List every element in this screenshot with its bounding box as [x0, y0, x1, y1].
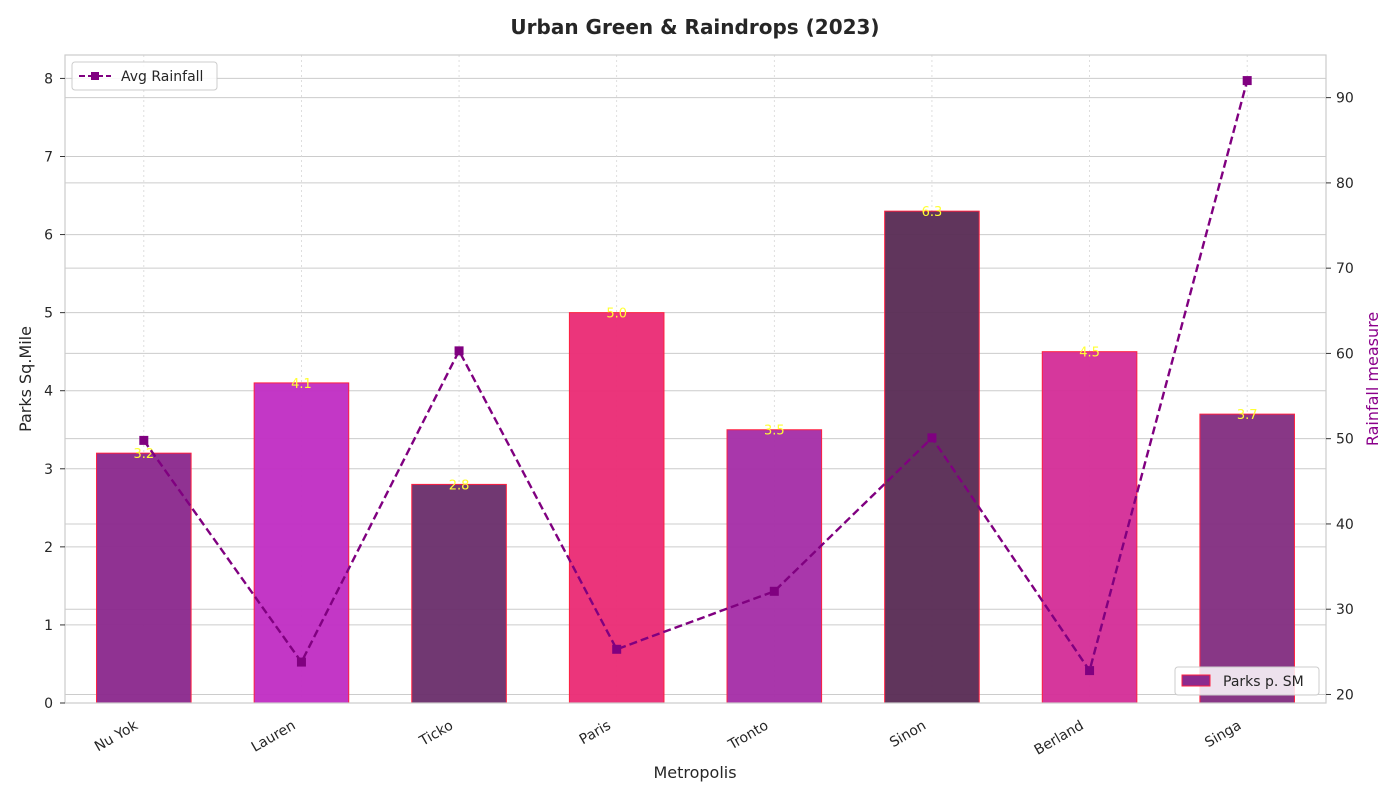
bar-value-label-0: 3.2 — [133, 447, 154, 462]
x-tick-label-6: Berland — [1032, 718, 1087, 759]
bar-value-label-6: 4.5 — [1079, 346, 1100, 361]
legend-rainfall-box — [71, 61, 218, 91]
bars — [96, 210, 1295, 704]
rainfall-point-1[interactable] — [296, 657, 306, 667]
x-tick-label-5: Sinon — [887, 718, 929, 751]
bar-6[interactable] — [1041, 351, 1138, 704]
y2-tick-label-2: 40 — [1336, 517, 1354, 533]
legend-rainfall-label: Avg Rainfall — [121, 69, 203, 85]
y2-tick-label-4: 60 — [1336, 346, 1354, 362]
y-axis-label: Parks Sq.Mile — [16, 326, 35, 432]
y-tick-label-8: 8 — [44, 71, 53, 87]
y-tick-label-6: 6 — [44, 228, 53, 244]
y-tick-label-5: 5 — [44, 306, 53, 322]
y2-axis-label: Rainfall measure — [1363, 312, 1382, 446]
rainfall-point-2[interactable] — [454, 346, 464, 356]
bar-labels: 3.2 4.1 2.8 5.0 3.5 6.3 4.5 3.7 — [133, 205, 1257, 493]
bar-value-label-1: 4.1 — [291, 377, 312, 392]
chart-title: Urban Green & Raindrops (2023) — [510, 15, 879, 39]
legend-rainfall[interactable]: Avg Rainfall — [71, 61, 218, 91]
bar-4[interactable] — [726, 429, 823, 704]
y-tick-label-7: 7 — [44, 149, 53, 165]
rainfall-polyline — [142, 80, 1249, 674]
y2-tick-label-1: 30 — [1336, 602, 1354, 618]
y-tick-label-0: 0 — [44, 696, 53, 712]
rainfall-point-7[interactable] — [1242, 76, 1252, 86]
y-axis-ticks: 0 1 2 3 4 5 6 7 8 — [44, 71, 65, 712]
legend-rainfall-marker — [91, 72, 99, 80]
bar-value-label-7: 3.7 — [1237, 408, 1258, 423]
x-tick-label-0: Nu Yok — [92, 717, 142, 755]
plot-frame — [64, 54, 1327, 704]
y2-tick-label-5: 70 — [1336, 261, 1354, 277]
legend-parks[interactable]: Parks p. SM — [1174, 666, 1320, 696]
legend-parks-swatch — [1181, 674, 1211, 687]
bar-5[interactable] — [884, 210, 980, 704]
rainfall-point-0[interactable] — [139, 435, 149, 445]
x-tick-label-2: Ticko — [416, 718, 456, 750]
y-tick-label-2: 2 — [44, 540, 53, 556]
y2-tick-label-7: 90 — [1336, 91, 1354, 107]
rainfall-point-5[interactable] — [927, 433, 937, 443]
bar-0[interactable] — [96, 452, 192, 704]
bar-value-label-4: 3.5 — [764, 424, 785, 439]
legend-parks-box — [1174, 666, 1320, 696]
bar-value-label-2: 2.8 — [449, 478, 470, 493]
rainfall-point-6[interactable] — [1085, 666, 1095, 676]
bar-value-label-5: 6.3 — [922, 205, 943, 220]
legend-parks-label: Parks p. SM — [1223, 674, 1304, 690]
x-axis-ticks: Nu Yok Lauren Ticko Paris Tronto Sinon Berland… — [92, 717, 1244, 758]
y-tick-label-4: 4 — [44, 384, 53, 400]
rainfall-point-4[interactable] — [769, 586, 779, 596]
y-tick-label-1: 1 — [44, 618, 53, 634]
bar-2[interactable] — [411, 483, 507, 704]
y-tick-label-3: 3 — [44, 462, 53, 478]
rainfall-point-3[interactable] — [612, 644, 622, 654]
y2-tick-label-3: 50 — [1336, 432, 1354, 448]
x-tick-label-3: Paris — [577, 718, 614, 749]
x-tick-label-7: Singa — [1202, 718, 1244, 751]
x-tick-label-4: Tronto — [725, 718, 771, 754]
rainfall-line — [139, 76, 1252, 676]
bar-3[interactable] — [568, 312, 665, 704]
y2-tick-label-6: 80 — [1336, 176, 1354, 192]
bar-value-label-3: 5.0 — [606, 307, 627, 322]
y2-tick-label-0: 20 — [1336, 687, 1354, 703]
x-axis-label: Metropolis — [653, 763, 736, 782]
x-tick-label-1: Lauren — [249, 718, 299, 756]
y2-axis-ticks: 20 30 40 50 60 70 80 90 — [1326, 91, 1354, 703]
bar-1[interactable] — [253, 382, 350, 704]
bar-7[interactable] — [1199, 413, 1295, 704]
